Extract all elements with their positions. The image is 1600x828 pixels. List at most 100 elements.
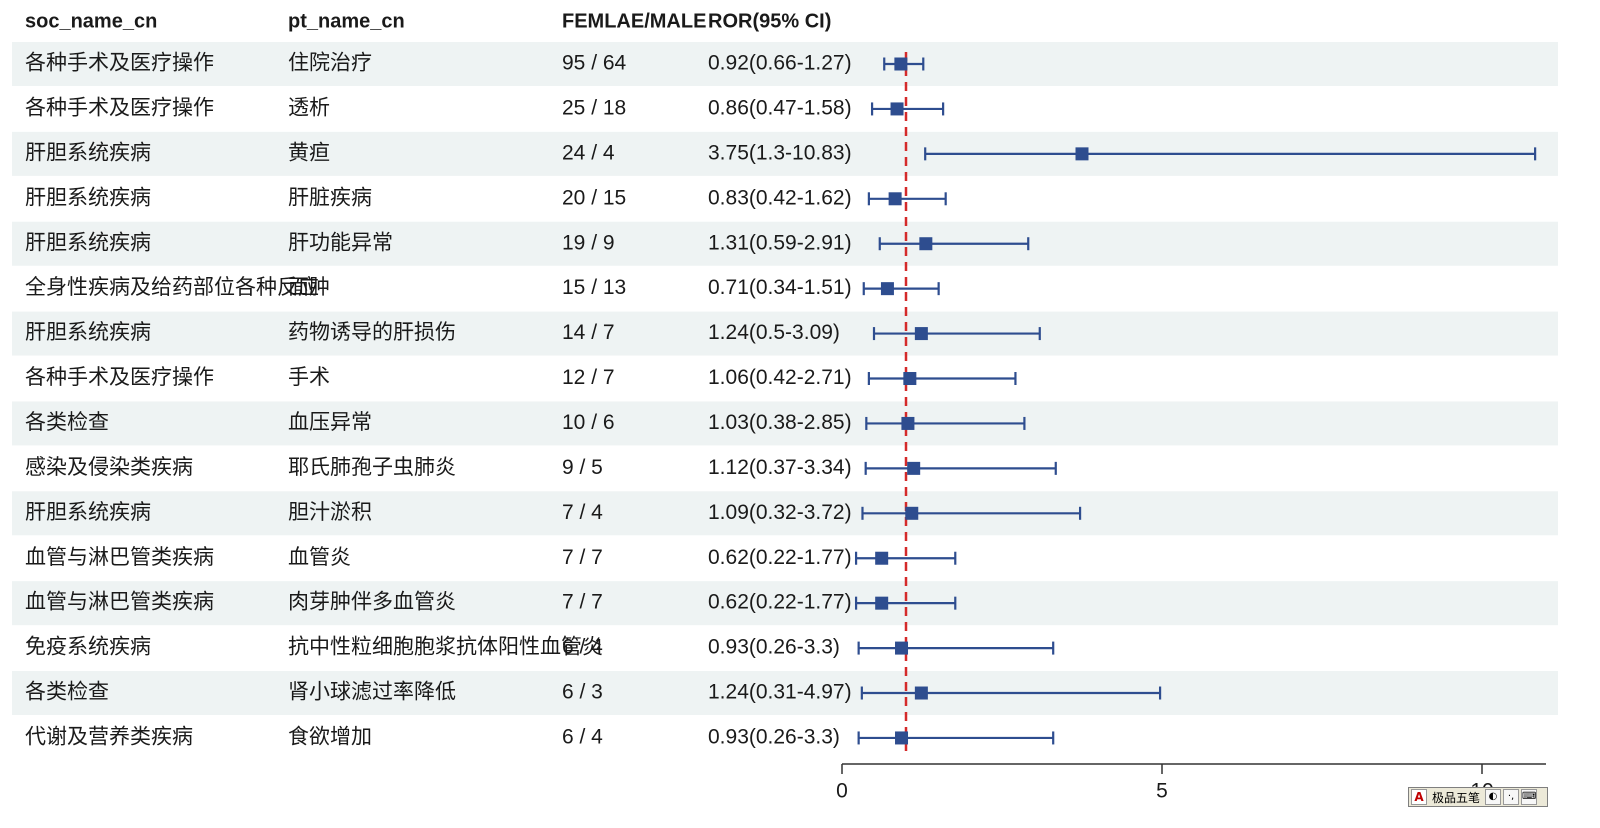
ror-marker: [907, 461, 921, 475]
ror-marker: [914, 327, 928, 341]
row-counts: 6 / 4: [562, 725, 603, 748]
ror-marker: [894, 57, 908, 71]
row-shade: [12, 311, 1558, 356]
ime-punctuation-icon[interactable]: ·,: [1503, 789, 1520, 805]
header-ror: ROR(95% CI): [708, 10, 831, 32]
row-pt: 肝脏疾病: [288, 186, 372, 209]
ime-fullwidth-icon[interactable]: ◐: [1485, 789, 1502, 805]
ime-logo-icon[interactable]: A: [1411, 789, 1427, 805]
row-soc: 肝胆系统疾病: [25, 141, 151, 164]
ror-marker: [1075, 147, 1089, 161]
row-ror-label: 1.03(0.38-2.85): [708, 411, 852, 434]
row-counts: 12 / 7: [562, 366, 615, 389]
row-ror-label: 3.75(1.3-10.83): [708, 141, 852, 164]
row-ror-label: 1.24(0.31-4.97): [708, 681, 852, 704]
x-axis-tick-label: 0: [836, 780, 848, 803]
row-ror-label: 1.06(0.42-2.71): [708, 366, 852, 389]
row-counts: 19 / 9: [562, 231, 615, 254]
row-pt: 血压异常: [288, 411, 372, 434]
row-ror-label: 0.93(0.26-3.3): [708, 636, 840, 659]
row-counts: 7 / 7: [562, 546, 603, 569]
row-counts: 20 / 15: [562, 186, 626, 209]
row-soc: 各种手术及医疗操作: [25, 96, 214, 119]
row-ror-label: 0.62(0.22-1.77): [708, 546, 852, 569]
row-ror-label: 1.09(0.32-3.72): [708, 501, 852, 524]
ror-marker: [880, 282, 894, 296]
ror-marker: [905, 506, 919, 520]
ror-marker: [914, 686, 928, 700]
row-shade: [12, 221, 1558, 266]
header-soc: soc_name_cn: [25, 10, 157, 32]
row-counts: 14 / 7: [562, 321, 615, 344]
row-shade: [12, 42, 1558, 86]
ror-marker: [895, 731, 909, 745]
x-axis-tick-label: 5: [1156, 780, 1168, 803]
row-soc: 感染及侵染类疾病: [25, 456, 193, 479]
ime-keyboard-icon[interactable]: ⌨: [1521, 789, 1538, 805]
row-shade: [12, 401, 1558, 446]
row-ror-label: 0.93(0.26-3.3): [708, 725, 840, 748]
row-soc: 各种手术及医疗操作: [25, 52, 214, 75]
row-soc: 血管与淋巴管类疾病: [25, 546, 214, 569]
row-pt: 肉芽肿伴多血管炎: [288, 591, 456, 614]
row-soc: 肝胆系统疾病: [25, 501, 151, 524]
row-pt: 胆汁淤积: [288, 501, 372, 524]
row-counts: 6 / 3: [562, 681, 603, 704]
header-counts: FEMLAE/MALE: [562, 10, 706, 32]
row-shade: [12, 581, 1558, 626]
row-shade: [12, 671, 1558, 716]
row-soc: 代谢及营养类疾病: [25, 725, 193, 748]
ror-marker: [903, 372, 917, 386]
row-pt: 黄疸: [288, 141, 330, 164]
row-soc: 各类检查: [25, 411, 109, 434]
ror-marker: [875, 551, 889, 565]
row-soc: 肝胆系统疾病: [25, 186, 151, 209]
row-soc: 各种手术及医疗操作: [25, 366, 214, 389]
row-pt: 抗中性粒细胞胞浆抗体阳性血管炎: [288, 636, 603, 659]
row-ror-label: 0.92(0.66-1.27): [708, 52, 852, 75]
row-counts: 7 / 4: [562, 501, 603, 524]
row-pt: 住院治疗: [288, 52, 372, 75]
row-pt: 食欲增加: [288, 725, 372, 748]
row-counts: 24 / 4: [562, 141, 615, 164]
ror-marker: [895, 641, 909, 655]
row-counts: 15 / 13: [562, 276, 626, 299]
ime-toolbar[interactable]: A 极品五笔 ◐ ·, ⌨: [1408, 787, 1548, 807]
row-soc: 各类检查: [25, 681, 109, 704]
row-pt: 手术: [288, 366, 330, 389]
row-counts: 25 / 18: [562, 96, 626, 119]
row-ror-label: 1.12(0.37-3.34): [708, 456, 852, 479]
row-pt: 面肿: [288, 276, 330, 299]
row-pt: 药物诱导的肝损伤: [288, 321, 456, 344]
ror-marker: [919, 237, 933, 251]
ror-marker: [888, 192, 902, 206]
row-soc: 肝胆系统疾病: [25, 321, 151, 344]
ror-marker: [890, 102, 904, 116]
row-pt: 血管炎: [288, 546, 351, 569]
row-soc: 全身性疾病及给药部位各种反应: [25, 276, 319, 299]
row-soc: 免疫系统疾病: [25, 636, 151, 659]
row-counts: 7 / 7: [562, 591, 603, 614]
header-pt: pt_name_cn: [288, 10, 405, 32]
ime-name-label[interactable]: 极品五笔: [1432, 790, 1481, 805]
row-ror-label: 1.24(0.5-3.09): [708, 321, 840, 344]
row-counts: 95 / 64: [562, 52, 627, 75]
row-counts: 6 / 4: [562, 636, 603, 659]
row-ror-label: 0.62(0.22-1.77): [708, 591, 852, 614]
row-ror-label: 0.71(0.34-1.51): [708, 276, 852, 299]
row-ror-label: 0.83(0.42-1.62): [708, 186, 852, 209]
row-pt: 肝功能异常: [288, 231, 393, 254]
row-soc: 血管与淋巴管类疾病: [25, 591, 214, 614]
row-pt: 耶氏肺孢子虫肺炎: [288, 456, 456, 479]
row-pt: 肾小球滤过率降低: [288, 681, 456, 704]
row-ror-label: 1.31(0.59-2.91): [708, 231, 852, 254]
ror-marker: [875, 596, 889, 610]
row-counts: 10 / 6: [562, 411, 615, 434]
row-counts: 9 / 5: [562, 456, 603, 479]
row-soc: 肝胆系统疾病: [25, 231, 151, 254]
row-shade: [12, 491, 1558, 536]
row-pt: 透析: [288, 96, 330, 119]
ror-marker: [901, 416, 915, 430]
